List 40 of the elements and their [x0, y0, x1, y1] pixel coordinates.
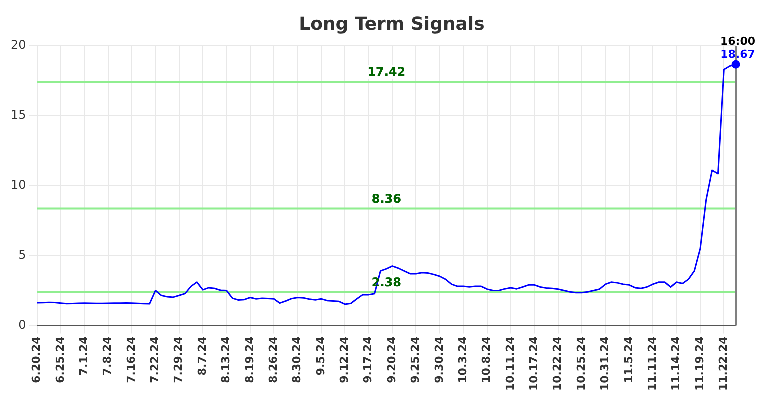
x-tick-label: 10.25.24 — [574, 336, 588, 391]
x-tick-label: 6.25.24 — [54, 336, 67, 384]
x-tick-label: 8.26.24 — [266, 336, 280, 384]
x-tick-label: 9.12.24 — [338, 336, 352, 384]
x-tick-label: 7.1.24 — [78, 336, 90, 376]
y-tick-label: 0 — [18, 318, 26, 332]
ref-line-label: 8.36 — [372, 192, 402, 206]
x-tick-label: 8.30.24 — [290, 336, 304, 384]
x-tick-label: 7.16.24 — [124, 336, 138, 384]
x-tick-label: 8.7.24 — [196, 336, 209, 376]
y-tick-label: 5 — [18, 248, 26, 262]
x-tick-label: 9.17.24 — [362, 336, 375, 384]
x-tick-label: 9.25.24 — [409, 336, 422, 384]
x-tick-label: 10.11.24 — [504, 336, 517, 391]
x-tick-label: 8.13.24 — [220, 336, 233, 384]
x-tick-label: 6.20.24 — [30, 336, 44, 384]
x-tick-label: 7.8.24 — [101, 336, 114, 376]
x-tick-label: 11.5.24 — [622, 336, 636, 384]
x-tick-label: 8.19.24 — [243, 336, 256, 384]
x-tick-label: 10.31.24 — [598, 336, 612, 391]
data-label: 18.67 — [720, 48, 756, 61]
x-tick-label: 10.17.24 — [528, 336, 541, 391]
x-tick-label: 10.8.24 — [480, 336, 494, 384]
x-tick-label: 7.22.24 — [148, 336, 162, 384]
chart-title: Long Term Signals — [298, 14, 486, 35]
x-tick-label: 9.30.24 — [432, 336, 446, 384]
x-tick-label: 9.5.24 — [314, 336, 328, 376]
x-tick-label: 10.22.24 — [551, 336, 564, 391]
x-tick-label: 11.14.24 — [670, 336, 683, 391]
x-tick-label: 10.3.24 — [456, 336, 470, 384]
y-tick-label: 20 — [10, 38, 26, 52]
y-tick-label: 10 — [10, 178, 26, 192]
ref-line-label: 17.42 — [368, 65, 406, 80]
x-tick-label: 11.22.24 — [717, 336, 730, 391]
x-tick-label: 11.11.24 — [646, 336, 659, 391]
x-tick-label: 7.29.24 — [172, 336, 186, 384]
y-tick-label: 15 — [10, 108, 26, 122]
x-tick-label: 11.19.24 — [693, 336, 706, 391]
annotation: 16:00 — [720, 34, 756, 48]
x-tick-label: 9.20.24 — [385, 336, 398, 384]
